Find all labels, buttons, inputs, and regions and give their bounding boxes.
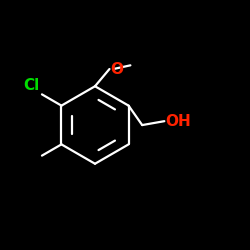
Text: OH: OH	[166, 114, 191, 129]
Text: Cl: Cl	[24, 78, 40, 93]
Text: O: O	[110, 62, 124, 76]
